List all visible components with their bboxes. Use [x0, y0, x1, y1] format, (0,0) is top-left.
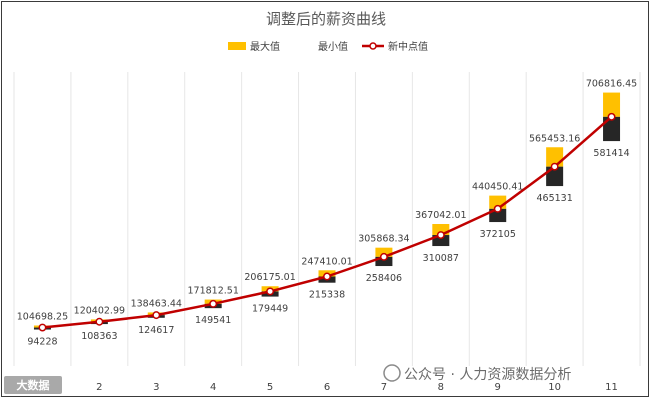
min-value-label: 581414 — [593, 148, 629, 159]
legend-label-min: 最小值 — [318, 40, 348, 53]
bar-lower-8 — [432, 235, 450, 247]
max-value-label: 706816.45 — [586, 79, 637, 90]
max-value-label: 206175.01 — [244, 272, 295, 283]
gridlines — [13, 72, 641, 366]
bar-lower-7 — [375, 256, 393, 267]
min-value-label: 215338 — [309, 290, 345, 301]
midpoint-marker-3 — [152, 311, 161, 320]
max-value-label: 104698.25 — [17, 311, 68, 322]
midpoint-marker-9 — [493, 204, 502, 213]
x-tick-label: 2 — [96, 382, 102, 393]
watermark-right: 公众号 · 人力资源数据分析 — [404, 367, 571, 383]
watermark: 大数据 公众号 · 人力资源数据分析 — [4, 364, 571, 394]
bar-upper-8 — [432, 224, 450, 236]
wechat-icon — [383, 364, 401, 382]
bar-upper-7 — [375, 247, 393, 257]
min-value-label: 258406 — [366, 273, 402, 284]
x-tick-label: 8 — [438, 382, 444, 393]
midpoint-marker-2 — [95, 317, 104, 326]
midpoint-marker-4 — [209, 299, 218, 308]
x-tick-label: 4 — [210, 382, 216, 393]
min-value-label: 108363 — [81, 331, 117, 342]
legend-swatch-max — [228, 42, 246, 50]
max-value-label: 565453.16 — [529, 133, 580, 144]
midpoint-marker-6 — [323, 272, 331, 281]
x-tick-label: 10 — [548, 382, 561, 393]
legend-label-max: 最大值 — [250, 40, 280, 53]
x-tick-label: 9 — [495, 382, 501, 393]
bar-lower-9 — [489, 208, 507, 223]
x-ticks: 1234567891011 — [39, 382, 618, 393]
midpoint-marker-10 — [550, 162, 559, 171]
min-value-label: 179449 — [252, 304, 288, 315]
x-tick-label: 7 — [381, 382, 387, 393]
min-value-label: 124617 — [138, 325, 174, 336]
x-tick-label: 3 — [153, 382, 159, 393]
max-value-label: 171812.51 — [187, 286, 238, 297]
watermark-left-bg — [4, 376, 62, 394]
max-value-label: 247410.01 — [301, 256, 352, 267]
min-value-label: 94228 — [27, 337, 57, 348]
max-value-label: 305868.34 — [358, 234, 409, 245]
midpoint-marker-7 — [379, 252, 388, 261]
legend-marker-mid — [369, 42, 377, 50]
max-value-label: 367042.01 — [415, 210, 466, 221]
legend-label-mid: 新中点值 — [388, 40, 428, 53]
x-tick-label: 11 — [605, 382, 618, 393]
bar-lower-10 — [546, 166, 564, 187]
bar-upper-11 — [603, 92, 621, 117]
midpoint-marker-1 — [38, 323, 47, 332]
bar-lower-11 — [603, 116, 621, 142]
max-value-label: 138463.44 — [131, 298, 182, 309]
max-value-label: 120402.99 — [74, 305, 125, 316]
midpoint-line — [38, 112, 616, 332]
midpoint-marker-8 — [436, 231, 445, 239]
chart-title: 调整后的薪资曲线 — [266, 10, 386, 28]
x-tick-label: 6 — [324, 382, 330, 393]
min-value-label: 310087 — [423, 253, 459, 264]
min-value-label: 465131 — [537, 193, 573, 204]
data-labels: 104698.25 94228 120402.99 108363 138463.44 12… — [17, 79, 637, 348]
midpoint-marker-11 — [607, 112, 616, 121]
x-tick-label: 5 — [267, 382, 273, 393]
max-value-label: 440450.41 — [472, 182, 523, 193]
min-value-label: 372105 — [480, 229, 516, 240]
min-value-label: 149541 — [195, 315, 231, 326]
legend: 最大值 最小值 新中点值 — [228, 40, 428, 53]
midpoint-marker-5 — [266, 287, 275, 296]
watermark-left: 大数据 — [17, 378, 50, 392]
